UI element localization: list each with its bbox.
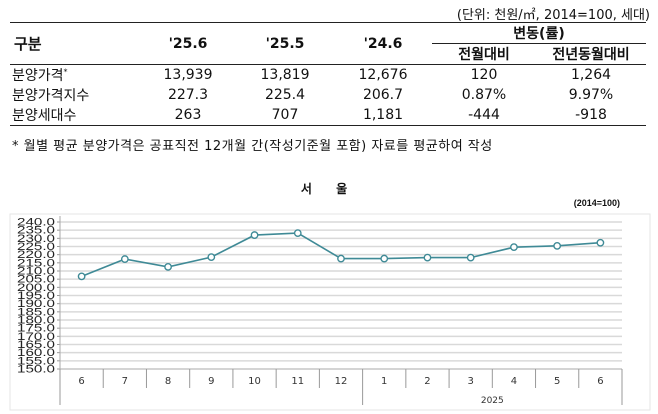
y-tick-label: 165.0 [17, 339, 55, 351]
table-row: 분양가격지수 227.3 225.4 206.7 0.87% 9.97% [10, 85, 646, 105]
footnote: * 월별 평균 분양가격은 공표직전 12개월 간(작성기준월 포함) 자료를 … [12, 139, 493, 154]
cell: 12,676 [334, 64, 432, 85]
data-point-marker [553, 241, 562, 250]
cell: 0.87% [461, 87, 507, 103]
chart-base-note: (2014=100) [573, 198, 620, 208]
header-yoy: 전년동월대비 [536, 43, 646, 65]
data-point-marker [466, 253, 475, 262]
y-tick-label: 235.0 [17, 225, 55, 237]
data-point-marker [77, 272, 86, 281]
row-label: 분양세대수 [10, 105, 140, 126]
footnote-mark: * [63, 67, 68, 77]
y-tick-label: 210.0 [17, 266, 55, 278]
row-label: 분양가격지수 [12, 88, 90, 104]
y-tick-label: 150.0 [17, 364, 55, 376]
x-tick-label: 1 [381, 376, 387, 387]
y-tick-label: 200.0 [17, 282, 55, 294]
data-point-marker [596, 238, 605, 247]
cell: 227.3 [167, 87, 209, 103]
x-group-label: 2025 [481, 396, 504, 406]
y-tick-label: 230.0 [17, 233, 55, 245]
data-point-marker [164, 263, 172, 271]
header-mom: 전월대비 [432, 43, 536, 65]
y-tick-label: 175.0 [17, 323, 55, 335]
x-tick-label: 2 [424, 376, 430, 387]
header-col-1: '25.6 [140, 22, 236, 65]
data-point-marker [337, 254, 345, 263]
x-tick-label: 10 [248, 376, 261, 387]
table-row: 분양가격* 13,939 13,819 12,676 120 1,264 [10, 64, 646, 85]
x-tick-label: 5 [554, 376, 560, 387]
y-tick-label: 225.0 [17, 241, 55, 253]
cell: 9.97% [568, 87, 614, 103]
y-tick-label: 185.0 [17, 306, 55, 318]
cell: 1,264 [536, 64, 646, 85]
y-tick-label: 205.0 [17, 274, 55, 286]
data-point-marker [380, 254, 389, 263]
x-tick-label: 9 [208, 376, 214, 387]
y-tick-label: 180.0 [17, 315, 55, 327]
data-point-marker [423, 253, 432, 262]
x-tick-label: 8 [165, 376, 171, 387]
chart-frame [9, 213, 651, 411]
table-row: 분양세대수 263 707 1,181 -444 -918 [10, 105, 646, 126]
cell: -444 [432, 105, 536, 126]
y-tick-label: 240.0 [17, 217, 55, 229]
header-col-2: '25.5 [236, 22, 334, 65]
y-tick-label: 160.0 [17, 347, 55, 359]
y-tick-label: 195.0 [17, 290, 55, 302]
header-col-3: '24.6 [334, 22, 432, 65]
y-tick-label: 170.0 [17, 331, 55, 343]
data-point-marker [250, 231, 259, 239]
data-point-marker [207, 253, 216, 262]
y-tick-label: 215.0 [17, 257, 55, 269]
cell: 120 [432, 64, 536, 85]
header-category: 구분 [10, 22, 140, 65]
cell: 707 [236, 105, 334, 126]
cell: 206.7 [362, 87, 404, 103]
x-tick-label: 6 [78, 376, 84, 387]
x-tick-label: 4 [511, 376, 517, 387]
cell: 263 [140, 105, 236, 126]
summary-table: 구분 '25.6 '25.5 '24.6 변동(률) 전월대비 전년동월대비 분… [10, 22, 646, 126]
cell: 225.4 [264, 87, 306, 103]
cell: 13,819 [236, 64, 334, 85]
header-change-group: 변동(률) [432, 22, 646, 44]
cell: 1,181 [334, 105, 432, 126]
data-point-marker [293, 229, 302, 238]
cell: -918 [536, 105, 646, 126]
x-tick-label: 11 [291, 376, 304, 387]
row-label: 분양가격* [10, 64, 140, 85]
y-tick-label: 220.0 [17, 249, 55, 261]
cell: 13,939 [140, 64, 236, 85]
chart-title: 서 울 [300, 182, 358, 196]
data-point-marker [510, 243, 518, 252]
data-point-marker [120, 255, 129, 263]
x-tick-label: 12 [335, 376, 348, 387]
y-tick-label: 190.0 [17, 298, 55, 310]
x-tick-label: 6 [597, 376, 603, 387]
y-tick-label: 155.0 [17, 355, 55, 367]
unit-note: (단위: 천원/㎡, 2014=100, 세대) [456, 8, 650, 23]
x-tick-label: 7 [122, 376, 128, 387]
x-tick-label: 3 [468, 376, 474, 387]
